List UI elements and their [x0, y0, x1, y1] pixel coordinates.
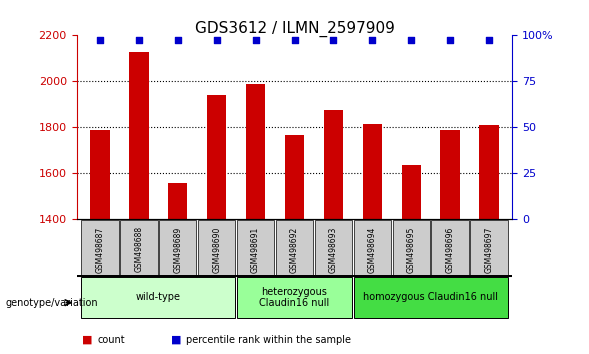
FancyBboxPatch shape — [237, 277, 352, 318]
Bar — [284, 136, 305, 219]
Text: GSM498697: GSM498697 — [485, 226, 494, 273]
FancyBboxPatch shape — [315, 220, 352, 275]
FancyBboxPatch shape — [237, 220, 274, 275]
Text: GSM498688: GSM498688 — [134, 226, 143, 272]
FancyBboxPatch shape — [159, 220, 197, 275]
Text: GSM498691: GSM498691 — [251, 226, 260, 273]
Text: wild-type: wild-type — [136, 292, 181, 302]
Bar — [441, 130, 460, 219]
Point — [368, 37, 377, 43]
FancyBboxPatch shape — [432, 220, 469, 275]
Text: count: count — [97, 335, 125, 345]
FancyBboxPatch shape — [81, 220, 118, 275]
Point — [173, 37, 183, 43]
FancyBboxPatch shape — [471, 220, 508, 275]
Text: ■: ■ — [82, 335, 93, 345]
FancyBboxPatch shape — [276, 220, 313, 275]
Bar — [363, 124, 382, 219]
FancyBboxPatch shape — [392, 220, 430, 275]
Text: GSM498689: GSM498689 — [173, 226, 182, 273]
Bar — [207, 95, 226, 219]
Point — [445, 37, 455, 43]
Point — [406, 37, 416, 43]
FancyBboxPatch shape — [353, 277, 508, 318]
Text: GDS3612 / ILMN_2597909: GDS3612 / ILMN_2597909 — [194, 21, 395, 38]
Text: GSM498694: GSM498694 — [368, 226, 377, 273]
Point — [251, 37, 260, 43]
FancyBboxPatch shape — [81, 277, 236, 318]
Bar — [168, 183, 187, 219]
Text: heterozygous
Claudin16 null: heterozygous Claudin16 null — [259, 286, 330, 308]
Text: GSM498693: GSM498693 — [329, 226, 338, 273]
Text: GSM498695: GSM498695 — [407, 226, 416, 273]
Point — [484, 37, 494, 43]
Text: GSM498692: GSM498692 — [290, 226, 299, 273]
Point — [95, 37, 105, 43]
Point — [134, 37, 144, 43]
Point — [212, 37, 221, 43]
Bar — [479, 125, 499, 219]
Text: genotype/variation: genotype/variation — [6, 298, 98, 308]
FancyBboxPatch shape — [198, 220, 236, 275]
Text: GSM498696: GSM498696 — [446, 226, 455, 273]
Text: homozygous Claudin16 null: homozygous Claudin16 null — [363, 292, 498, 302]
Bar — [402, 165, 421, 219]
Text: ■: ■ — [171, 335, 181, 345]
Bar — [129, 51, 148, 219]
FancyBboxPatch shape — [353, 220, 391, 275]
Point — [329, 37, 338, 43]
Bar — [246, 84, 265, 219]
Text: GSM498690: GSM498690 — [212, 226, 221, 273]
Bar — [90, 130, 110, 219]
FancyBboxPatch shape — [120, 220, 157, 275]
Text: GSM498687: GSM498687 — [95, 226, 104, 273]
Bar — [324, 110, 343, 219]
Point — [290, 37, 299, 43]
Text: percentile rank within the sample: percentile rank within the sample — [186, 335, 350, 345]
